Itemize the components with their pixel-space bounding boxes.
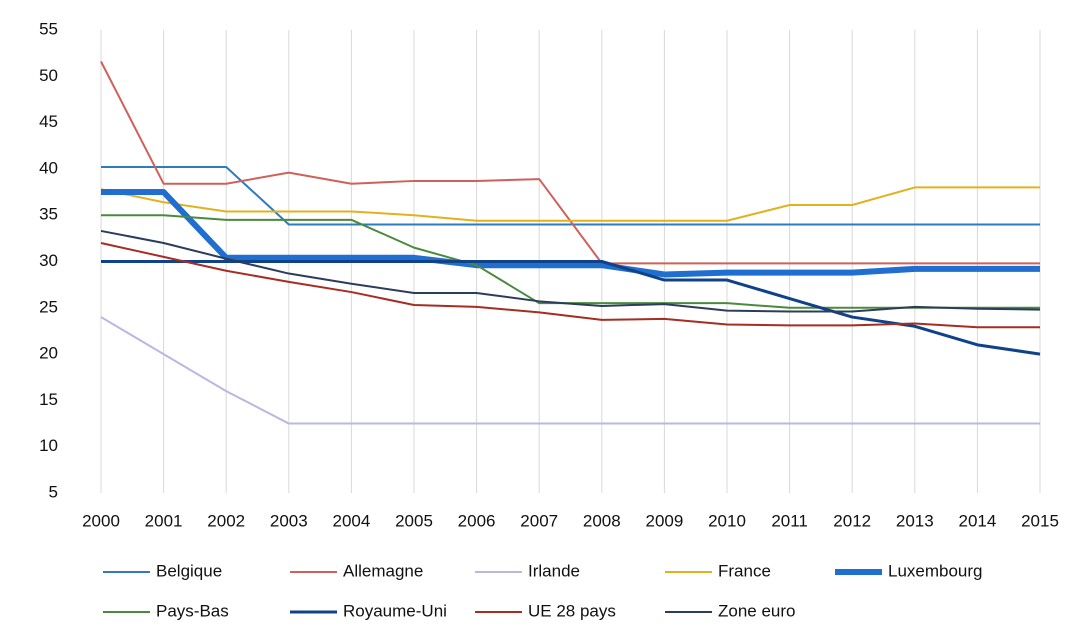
legend-label: Zone euro	[718, 601, 796, 620]
legend-label: Irlande	[528, 561, 580, 580]
legend-label: Royaume-Uni	[343, 601, 447, 620]
y-tick-label: 15	[39, 390, 58, 409]
x-tick-label: 2002	[207, 511, 245, 530]
x-tick-label: 2008	[583, 511, 621, 530]
y-tick-label: 45	[39, 112, 58, 131]
y-tick-label: 40	[39, 158, 58, 177]
y-tick-label: 50	[39, 66, 58, 85]
x-tick-label: 2003	[270, 511, 308, 530]
y-tick-label: 5	[49, 482, 58, 501]
series-line	[100, 316, 1040, 425]
x-tick-label: 2010	[708, 511, 746, 530]
series-line	[101, 189, 1040, 278]
y-tick-label: 10	[39, 436, 58, 455]
series-line	[100, 242, 1040, 329]
y-tick-label: 30	[39, 251, 58, 270]
legend-label: Luxembourg	[888, 561, 983, 580]
x-tick-label: 2014	[958, 511, 996, 530]
y-tick-label: 25	[39, 297, 58, 316]
x-tick-label: 2006	[458, 511, 496, 530]
series-line	[100, 229, 1041, 313]
x-tick-label: 2004	[332, 511, 370, 530]
series-line	[101, 166, 1040, 226]
series-line	[100, 61, 1040, 265]
x-tick-label: 2012	[833, 511, 871, 530]
legend-label: Belgique	[156, 561, 222, 580]
x-tick-label: 2001	[145, 511, 183, 530]
x-tick-label: 2011	[771, 511, 808, 530]
legend-label: Pays-Bas	[156, 601, 229, 620]
x-tick-label: 2015	[1021, 511, 1059, 530]
series-line	[101, 260, 1041, 356]
x-tick-label: 2009	[645, 511, 683, 530]
x-tick-label: 2013	[896, 511, 934, 530]
y-tick-label: 20	[39, 344, 58, 363]
y-tick-label: 35	[39, 205, 58, 224]
legend-label: UE 28 pays	[528, 601, 616, 620]
y-tick-label: 55	[39, 19, 58, 38]
x-tick-label: 2005	[395, 511, 433, 530]
series-line	[100, 186, 1040, 222]
legend-label: Allemagne	[343, 561, 423, 580]
x-tick-label: 2007	[520, 511, 558, 530]
x-tick-label: 2000	[82, 511, 120, 530]
legend-label: France	[718, 561, 771, 580]
